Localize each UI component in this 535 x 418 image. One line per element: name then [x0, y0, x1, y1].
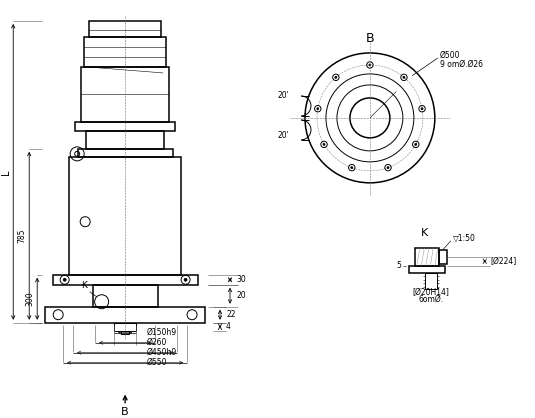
- Text: ▽1:50: ▽1:50: [453, 233, 476, 242]
- Text: B: B: [365, 33, 374, 46]
- Circle shape: [351, 167, 353, 168]
- Circle shape: [403, 76, 405, 78]
- Bar: [69, 157, 181, 275]
- Circle shape: [415, 143, 417, 145]
- Bar: [84, 37, 166, 67]
- Bar: [121, 331, 129, 334]
- Circle shape: [63, 278, 66, 281]
- Circle shape: [387, 167, 389, 168]
- Text: 300: 300: [26, 291, 35, 306]
- Text: 5: 5: [396, 261, 401, 270]
- Text: 785: 785: [18, 229, 27, 243]
- Bar: [415, 248, 439, 266]
- Circle shape: [421, 108, 423, 110]
- Text: B: B: [121, 407, 129, 417]
- Bar: [78, 149, 173, 157]
- Bar: [409, 266, 445, 273]
- Circle shape: [369, 64, 371, 66]
- Text: K: K: [81, 281, 87, 290]
- Text: K: K: [421, 228, 429, 238]
- Bar: [439, 250, 447, 264]
- Circle shape: [184, 278, 187, 281]
- Bar: [75, 122, 175, 131]
- Circle shape: [335, 76, 337, 78]
- Text: 20': 20': [277, 131, 289, 140]
- Text: Ø150h9: Ø150h9: [147, 328, 177, 337]
- Text: [Ø20H14]: [Ø20H14]: [412, 288, 449, 297]
- Bar: [45, 307, 205, 323]
- Text: 30: 30: [236, 275, 246, 284]
- Bar: [86, 131, 164, 149]
- Text: 22: 22: [226, 310, 235, 319]
- Text: 20: 20: [236, 291, 246, 300]
- Text: Ø450h9: Ø450h9: [147, 348, 178, 357]
- Bar: [52, 275, 197, 285]
- Circle shape: [317, 108, 319, 110]
- Bar: [93, 285, 158, 307]
- Text: Ø550: Ø550: [147, 358, 167, 367]
- Text: 6omØ.: 6omØ.: [418, 295, 444, 304]
- Bar: [425, 273, 437, 289]
- Text: 4: 4: [226, 322, 231, 331]
- Bar: [114, 323, 136, 331]
- Text: [Ø224]: [Ø224]: [491, 257, 517, 266]
- Text: Ø500: Ø500: [440, 51, 460, 59]
- Circle shape: [323, 143, 325, 145]
- Text: Ø260: Ø260: [147, 338, 167, 347]
- Bar: [89, 21, 161, 37]
- Text: L: L: [1, 169, 11, 175]
- Bar: [81, 67, 169, 122]
- Text: 9 omØ.Ø26: 9 omØ.Ø26: [440, 59, 483, 69]
- Text: 20': 20': [277, 92, 289, 100]
